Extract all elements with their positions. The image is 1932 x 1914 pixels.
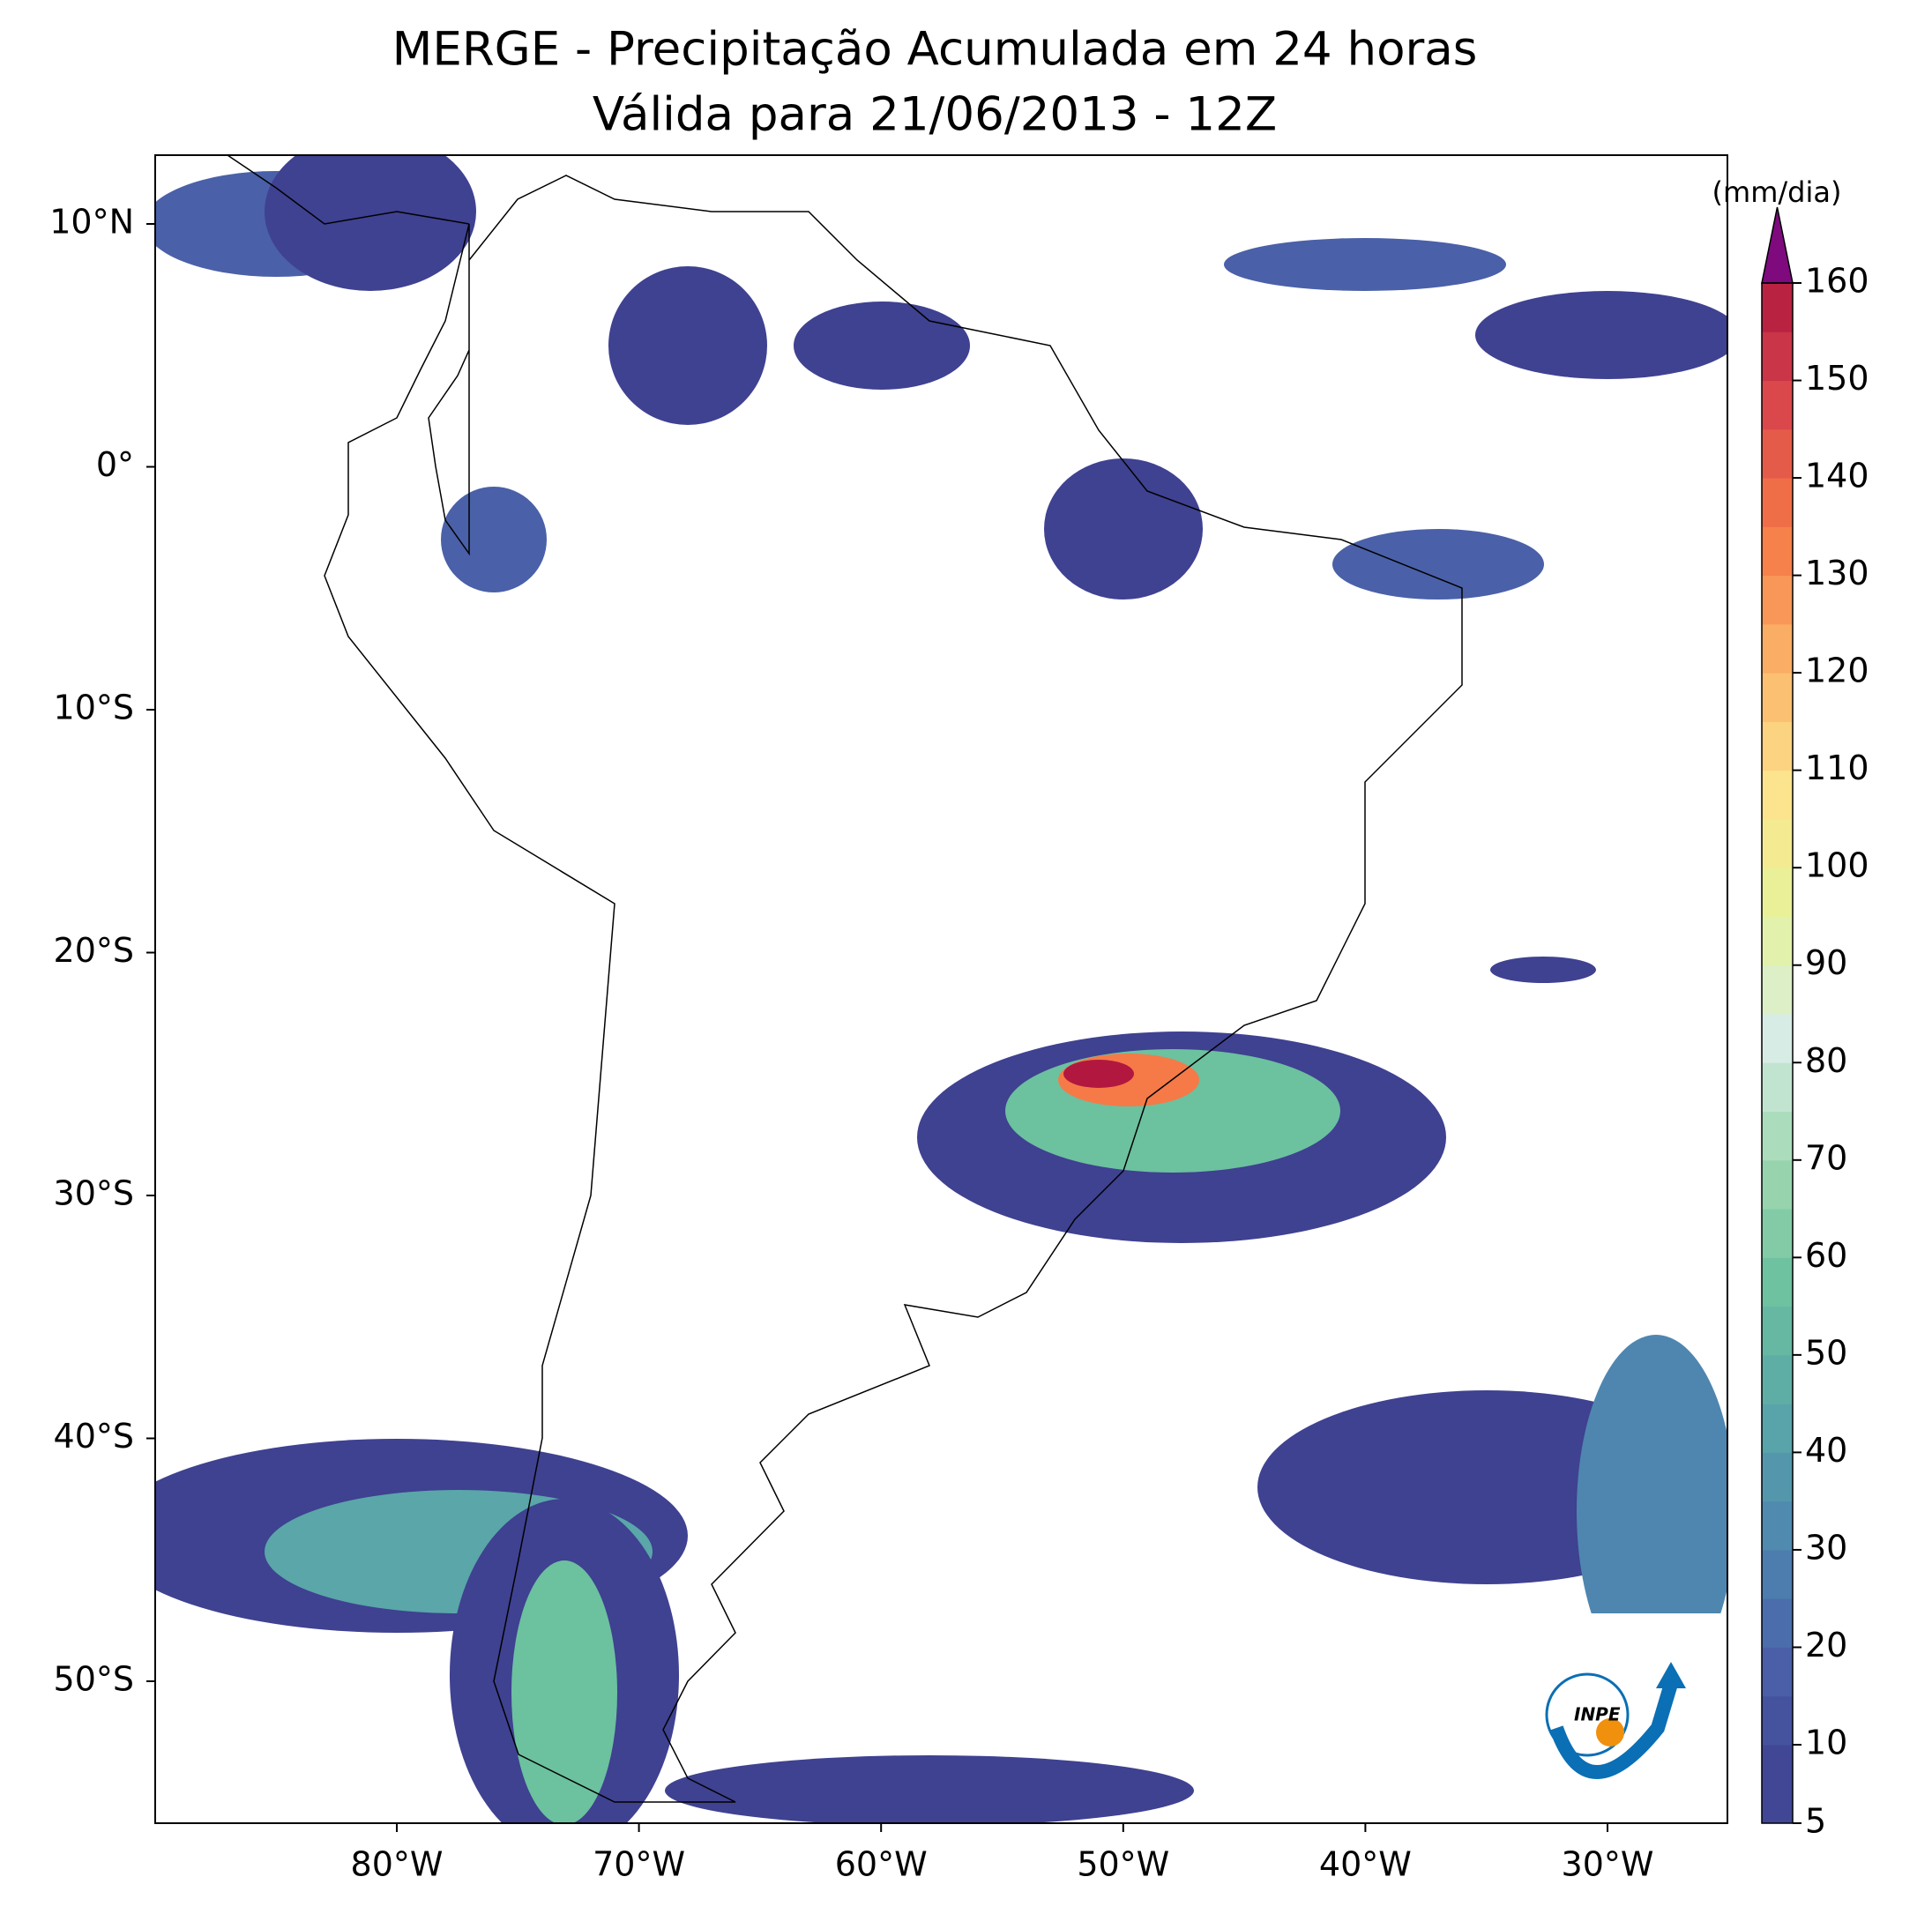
- colorbar-tick-label: 70: [1805, 1138, 1847, 1177]
- colorbar-tick-label: 110: [1805, 748, 1869, 787]
- title: MERGE - Precipitação Acumulada em 24 hor…: [392, 23, 1478, 77]
- colorbar-band: [1762, 1306, 1793, 1356]
- colorbar-band: [1762, 1452, 1793, 1502]
- colorbar-tick-label: 5: [1805, 1802, 1826, 1841]
- colorbar-band: [1762, 916, 1793, 966]
- colorbar-band: [1762, 1014, 1793, 1063]
- colorbar-tick-label: 140: [1805, 457, 1869, 495]
- colorbar-tick-label: 130: [1805, 554, 1869, 592]
- colorbar-tick-label: 40: [1805, 1431, 1847, 1470]
- central-america: [227, 154, 470, 225]
- colorbar-band: [1762, 1695, 1793, 1746]
- colorbar-extend: [1761, 206, 1794, 284]
- precipitation: [155, 155, 1727, 1823]
- colorbar-band: [1762, 1354, 1793, 1404]
- lat-tick-label: 40°S: [54, 1417, 134, 1456]
- lon-tick-label: 70°W: [593, 1845, 685, 1884]
- colorbar-band: [1762, 818, 1793, 868]
- colorbar-band: [1762, 1257, 1793, 1307]
- colorbar-frame: [1761, 282, 1794, 1824]
- colorbar-band: [1762, 1647, 1793, 1697]
- colorbar-tick-label: 100: [1805, 846, 1869, 885]
- colorbar-tick-label: 60: [1805, 1236, 1847, 1275]
- lat-tick-label: 20°S: [54, 931, 134, 970]
- colorbar-tick-label: 30: [1805, 1528, 1847, 1567]
- colorbar-band: [1762, 1159, 1793, 1210]
- lat-tick-label: 30°S: [54, 1174, 134, 1213]
- map-frame: [154, 154, 1728, 1824]
- lon-tick-label: 80°W: [351, 1845, 444, 1884]
- colorbar-tick-label: 90: [1805, 943, 1847, 982]
- colorbar-band: [1762, 673, 1793, 722]
- colorbar-band: [1762, 964, 1793, 1015]
- subtitle: Válida para 21/06/2013 - 12Z: [593, 88, 1277, 142]
- lat-tick-label: 50°S: [54, 1660, 134, 1699]
- lon-tick-label: 60°W: [835, 1845, 928, 1884]
- colorbar-tick-label: 20: [1805, 1626, 1847, 1665]
- colorbar-band: [1762, 1209, 1793, 1258]
- colorbar-band: [1762, 331, 1793, 382]
- colorbar-tick-label: 80: [1805, 1041, 1847, 1080]
- lon-tick-label: 30°W: [1562, 1845, 1654, 1884]
- colorbar-tick-label: 10: [1805, 1724, 1847, 1762]
- lon-tick-label: 40°W: [1319, 1845, 1412, 1884]
- colorbar-band: [1762, 478, 1793, 527]
- colorbar-band: [1762, 770, 1793, 820]
- colorbar-band: [1762, 1598, 1793, 1648]
- colorbar-band: [1762, 1745, 1793, 1824]
- lat-tick-label: 10°N: [49, 203, 134, 242]
- colorbar-label: (mm/dia): [1712, 175, 1842, 209]
- colorbar-band: [1762, 283, 1793, 332]
- colorbar-tick-label: 50: [1805, 1333, 1847, 1372]
- colorbar-band: [1762, 575, 1793, 625]
- colorbar-band: [1762, 868, 1793, 917]
- colorbar-band: [1762, 1501, 1793, 1551]
- colorbar-band: [1762, 526, 1793, 577]
- lat-tick-label: 10°S: [54, 689, 134, 727]
- coastline: [324, 175, 1463, 1803]
- lon-tick-label: 50°W: [1077, 1845, 1169, 1884]
- colorbar-band: [1762, 1404, 1793, 1453]
- colorbar-band: [1762, 428, 1793, 479]
- colorbar-band: [1762, 1549, 1793, 1599]
- colorbar-band: [1762, 623, 1793, 674]
- colorbar-tick-label: 120: [1805, 652, 1869, 690]
- lat-tick-label: 0°: [96, 445, 134, 484]
- logo-text: INPE: [1574, 1704, 1621, 1725]
- colorbar-band: [1762, 1111, 1793, 1161]
- colorbar-band: [1762, 380, 1793, 430]
- colorbar-band: [1762, 721, 1793, 771]
- colorbar-tick-label: 150: [1805, 359, 1869, 398]
- inpe-logo: INPE: [1534, 1613, 1727, 1821]
- colorbar-band: [1762, 1062, 1793, 1113]
- colorbar-tick-label: 160: [1805, 262, 1869, 301]
